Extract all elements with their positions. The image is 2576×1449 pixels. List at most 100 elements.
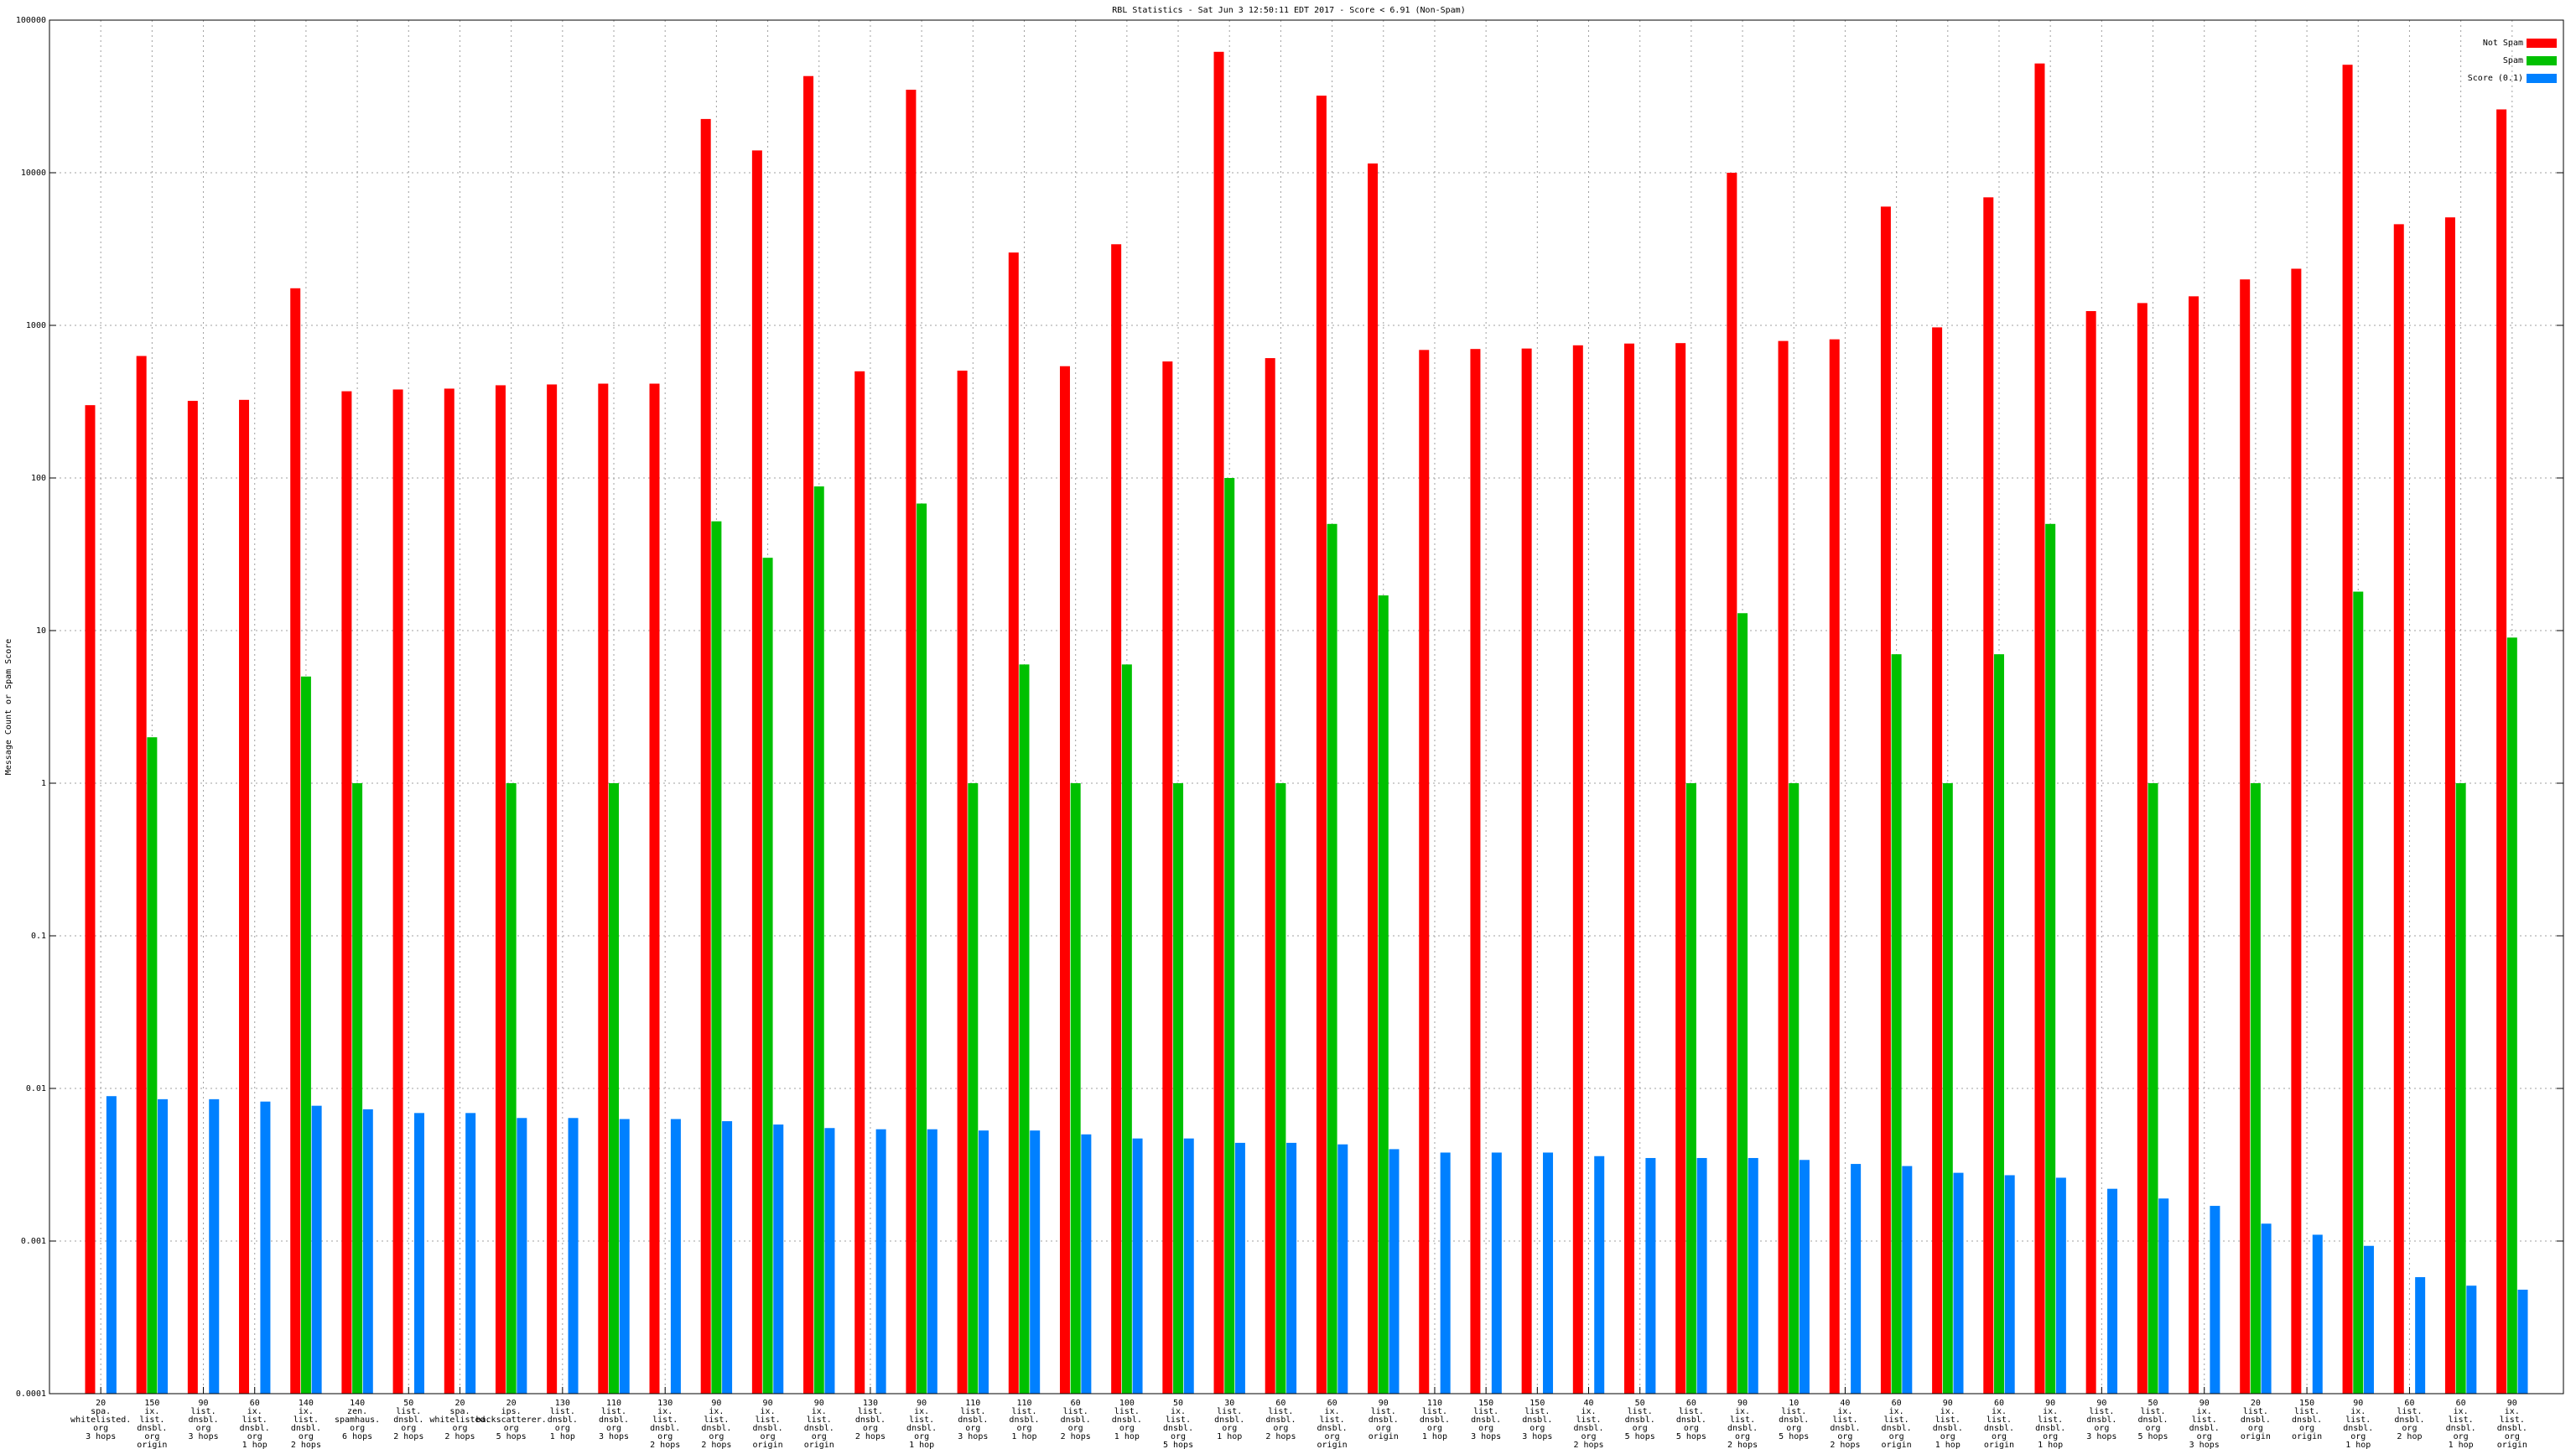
bar [547,384,558,1394]
x-tick-label: 60 ix. list. dnsbl. org 1 hop [240,1399,270,1449]
x-tick-label-line: list. [1473,1407,1498,1416]
bar [1121,664,1132,1394]
x-tick-label-line: dnsbl. [1163,1424,1193,1433]
x-tick-label: 30 list. dnsbl. org 1 hop [1214,1399,1244,1441]
x-tick-label-line: org [2299,1424,2314,1433]
bar [1030,1130,1041,1394]
x-tick-label-line: 6 hops [342,1432,372,1441]
bar [465,1113,476,1394]
x-tick-label: 50 list. dnsbl. org 5 hops [1625,1399,1655,1441]
bar [1696,1157,1707,1394]
bar [649,383,660,1394]
x-tick-label-line: 50 [403,1399,413,1408]
bar [1162,361,1173,1394]
x-tick-label: 90 ix. list. dnsbl. org 1 hop [906,1399,937,1449]
x-tick-label-line: list. [704,1415,729,1425]
x-tick-label-line: 2 hops [444,1432,475,1441]
x-tick-label-line: 110 [965,1399,980,1408]
x-tick-label-line: spamhaus. [335,1415,380,1425]
x-tick-label-line: 140 [299,1399,314,1408]
bar [1132,1138,1143,1394]
x-tick-label: 110 list. dnsbl. org 1 hop [1420,1399,1450,1441]
bar [2506,637,2517,1394]
x-tick-label-line: 90 [2045,1399,2055,1408]
x-tick-label-line: org [1478,1424,1493,1433]
x-tick-label-line: whitelisted. [70,1415,131,1425]
x-tick-label-line: 2 hops [1727,1441,1758,1449]
x-tick-label-line: org [1016,1424,1031,1433]
x-tick-label-line: 2 hops [1061,1432,1091,1441]
bar [2517,1290,2528,1394]
x-tick-label-line: 5 hops [496,1432,527,1441]
x-tick-label: 60 list. dnsbl. org 2 hops [1061,1399,1091,1441]
x-tick-label-line: dnsbl. [1676,1415,1706,1425]
x-tick-label-line: dnsbl. [855,1415,886,1425]
x-tick-label-line: org [2197,1432,2212,1441]
bar [773,1124,784,1394]
x-tick-label-line: org [657,1432,673,1441]
bar [1942,783,1953,1394]
bar [1337,1144,1348,1394]
x-tick-label-line: org [1068,1424,1083,1433]
bar [1891,654,1902,1394]
bar [1327,523,1337,1394]
bar [700,118,711,1394]
x-tick-label-line: dnsbl. [393,1415,423,1425]
x-tick-label-line: 90 [711,1399,721,1408]
x-tick-label-line: 90 [2507,1399,2517,1408]
x-tick-label-line: dnsbl. [804,1424,834,1433]
y-tick-label: 1000 [26,321,46,330]
x-tick-label-line: org [1119,1424,1135,1433]
x-tick-label-line: list. [2140,1407,2165,1416]
x-tick-label-line: origin [2292,1432,2322,1441]
y-tick-label: 1 [41,779,46,788]
bar [875,1129,886,1394]
x-tick-label-line: 2 hops [855,1432,886,1441]
x-tick-label-line: org [1633,1424,1648,1433]
x-tick-label-line: 1 hop [2038,1441,2063,1449]
legend-label: Not Spam [2483,39,2523,48]
x-tick-label-line: origin [1984,1441,2014,1449]
bar [2363,1245,2374,1394]
bar [1213,51,1224,1394]
x-tick-label-line: org [1530,1424,1545,1433]
x-tick-label-line: dnsbl. [1522,1415,1552,1425]
bar [1316,96,1327,1394]
x-tick-label: 130 ix. list. dnsbl. org 2 hops [650,1399,680,1449]
x-tick-label-line: dnsbl. [1265,1415,1296,1425]
x-tick-label: 100 list. dnsbl. org 1 hop [1112,1399,1142,1441]
x-tick-label-line: 90 [2199,1399,2210,1408]
x-tick-label: 60 list. dnsbl. org 2 hops [1265,1399,1296,1441]
bar [495,385,506,1394]
legend-swatch [2527,39,2557,48]
x-tick-label-line: list. [2038,1415,2063,1425]
x-tick-label-line: 20 [96,1399,106,1408]
x-tick-label-line: 5 hops [2137,1432,2168,1441]
x-tick-label: 150 list. dnsbl. org origin [2292,1399,2322,1441]
x-tick-label-line: 2 hops [1265,1432,1296,1441]
x-tick-label-line: dnsbl. [188,1415,218,1425]
x-tick-label-line: 90 [1943,1399,1953,1408]
x-tick-label: 90 list. dnsbl. org 3 hops [188,1399,218,1441]
x-tick-label-line: list. [2089,1407,2114,1416]
x-tick-label-line: 60 [2404,1399,2414,1408]
bar [1275,783,1286,1394]
x-tick-label: 90 ix. list. dnsbl. org origin [753,1399,783,1449]
x-tick-label-line: 30 [1224,1399,1234,1408]
bar [2291,268,2302,1394]
x-tick-label-line: ix. [761,1407,776,1416]
x-tick-label-line: ix. [1992,1407,2007,1416]
bar [2496,109,2507,1394]
bar [2148,783,2158,1394]
x-tick-label-line: dnsbl. [2035,1424,2065,1433]
x-tick-label-line: list. [1320,1415,1345,1425]
bar [2085,310,2096,1394]
x-tick-label-line: 2 hops [650,1441,680,1449]
x-tick-label-line: 60 [1892,1399,1902,1408]
x-tick-label-line: 50 [2148,1399,2158,1408]
y-tick-label: 0.1 [31,932,46,941]
x-tick-label-line: dnsbl. [1727,1424,1758,1433]
x-tick-label: 90 ix. list. dnsbl. org 3 hops [2189,1399,2220,1449]
x-tick-label: 60 ix. list. dnsbl. org origin [1882,1399,1912,1449]
bar [854,371,865,1394]
